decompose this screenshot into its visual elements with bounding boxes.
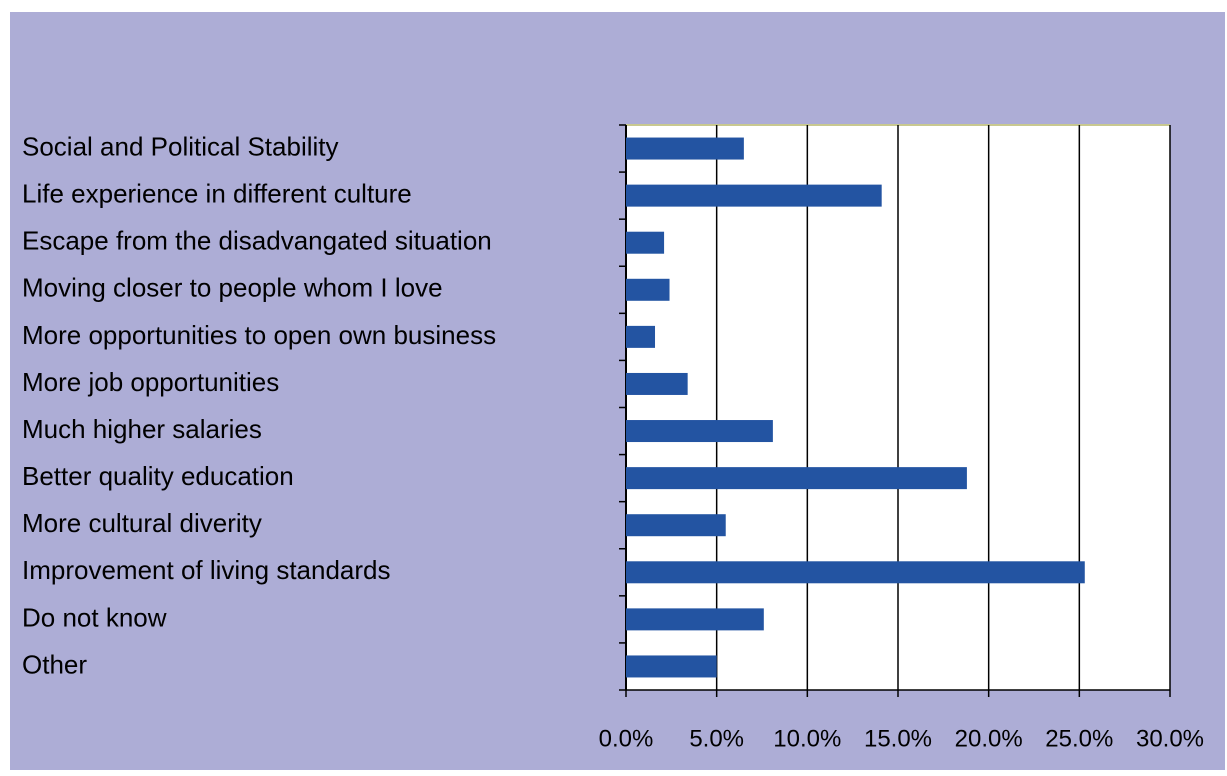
y-tick-label: Other (22, 649, 87, 679)
y-tick-label: Escape from the disadvangated situation (22, 226, 492, 256)
y-tick-label: Improvement of living standards (22, 555, 391, 585)
bar (626, 278, 670, 301)
x-tick-label: 30.0% (1136, 725, 1204, 752)
y-tick-label: More opportunities to open own business (22, 320, 496, 350)
bar (626, 655, 717, 678)
y-tick-label: Moving closer to people whom I love (22, 273, 443, 303)
y-tick-label: Do not know (22, 602, 167, 632)
bar (626, 325, 656, 348)
y-tick-label: More cultural diverity (22, 508, 262, 538)
bar (626, 514, 726, 537)
bar (626, 184, 882, 207)
x-tick-label: 15.0% (864, 725, 932, 752)
x-tick-label: 0.0% (599, 725, 654, 752)
bar (626, 231, 665, 254)
x-tick-label: 5.0% (689, 725, 744, 752)
bar (626, 608, 764, 631)
y-tick-label: Life experience in different culture (22, 179, 412, 209)
y-tick-label: Better quality education (22, 461, 294, 491)
bar (626, 561, 1085, 584)
y-tick-label: Much higher salaries (22, 414, 262, 444)
y-tick-label: More job opportunities (22, 367, 279, 397)
bar (626, 137, 744, 160)
bar (626, 420, 773, 443)
y-tick-label: Social and Political Stability (22, 131, 339, 161)
bar (626, 467, 967, 490)
x-tick-label: 25.0% (1045, 725, 1113, 752)
bar (626, 372, 688, 395)
x-tick-label: 10.0% (773, 725, 841, 752)
x-tick-label: 20.0% (955, 725, 1023, 752)
